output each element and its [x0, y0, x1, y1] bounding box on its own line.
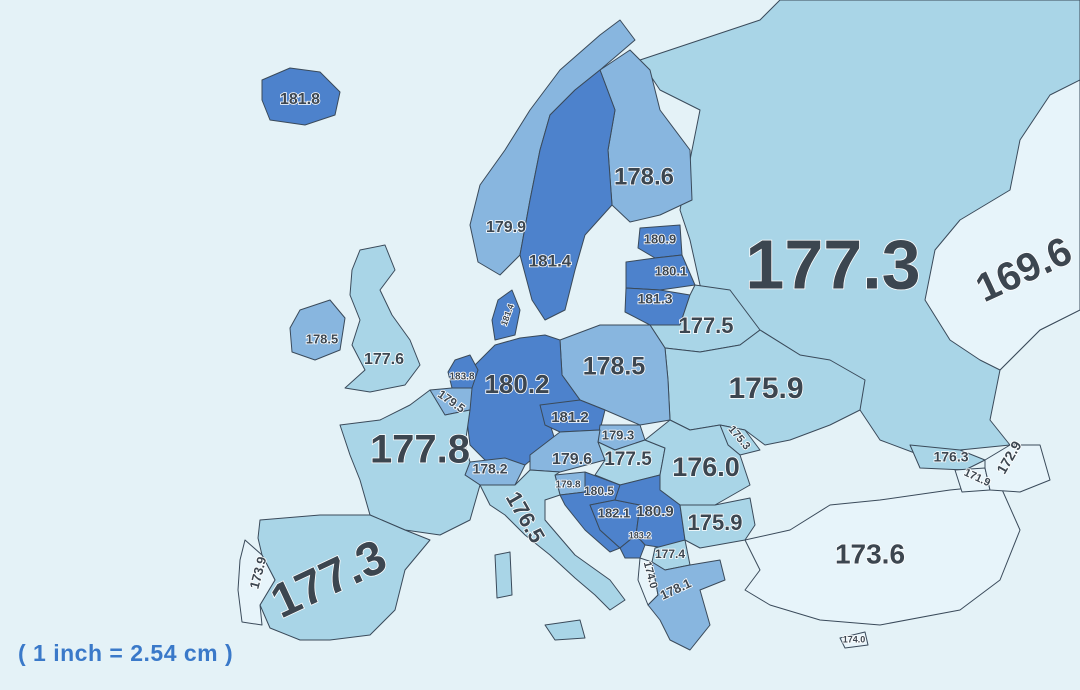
value-label-north-macedonia: 177.4: [655, 547, 685, 561]
region-azerbaijan: [984, 444, 1051, 493]
value-label-iceland: 181.8: [280, 91, 320, 108]
scale-note: ( 1 inch = 2.54 cm ): [18, 640, 234, 666]
region-georgia: [909, 444, 986, 471]
value-label-norway: 179.9: [486, 219, 526, 236]
region-cyprus: [839, 631, 869, 649]
region-turkey: [744, 484, 1021, 626]
value-label-czech: 181.2: [551, 409, 589, 426]
region-ireland: [289, 299, 346, 361]
region-sardinia: [494, 551, 513, 599]
value-label-lithuania: 181.3: [637, 291, 672, 307]
value-label-georgia: 176.3: [933, 449, 968, 465]
value-label-serbia: 180.9: [636, 503, 674, 520]
value-label-montenegro: 183.2: [629, 530, 652, 540]
value-label-bosnia: 182.1: [598, 505, 631, 520]
value-label-uk: 177.6: [364, 351, 404, 368]
value-label-france: 177.8: [370, 428, 470, 472]
region-denmark: [491, 289, 521, 341]
value-label-russia: 177.3: [745, 225, 920, 303]
value-label-slovakia: 179.3: [602, 427, 635, 442]
region-sicily: [544, 619, 586, 641]
value-label-austria: 179.6: [552, 451, 592, 468]
region-greece: [647, 559, 726, 651]
value-label-belarus: 177.5: [678, 313, 733, 338]
value-label-ireland: 178.5: [306, 331, 339, 346]
region-montenegro: [619, 534, 646, 559]
region-iceland: [261, 67, 341, 126]
value-label-slovenia: 179.8: [555, 480, 580, 491]
value-label-poland: 178.5: [583, 353, 646, 381]
region-bulgaria: [679, 497, 756, 549]
region-sweden: [519, 69, 616, 321]
value-label-latvia: 180.1: [655, 263, 688, 278]
region-france: [339, 389, 481, 536]
value-label-sweden: 181.4: [529, 251, 572, 270]
value-label-turkey: 173.6: [835, 538, 905, 569]
value-label-switzerland: 178.2: [472, 461, 507, 477]
value-label-cyprus: 174.0: [843, 634, 866, 644]
value-label-estonia: 180.9: [644, 231, 677, 246]
region-kazakhstan: [924, 79, 1080, 371]
region-uk: [344, 244, 421, 393]
value-label-finland: 178.6: [614, 163, 674, 190]
value-label-ukraine: 175.9: [728, 372, 803, 405]
value-label-germany: 180.2: [484, 369, 549, 399]
region-italy: [479, 469, 626, 611]
value-label-netherlands: 183.8: [449, 372, 474, 383]
value-label-romania: 176.0: [672, 452, 740, 482]
value-label-hungary: 177.5: [604, 449, 652, 470]
value-label-croatia: 180.5: [584, 484, 614, 498]
value-label-bulgaria: 175.9: [687, 510, 742, 535]
region-portugal: [237, 539, 276, 626]
